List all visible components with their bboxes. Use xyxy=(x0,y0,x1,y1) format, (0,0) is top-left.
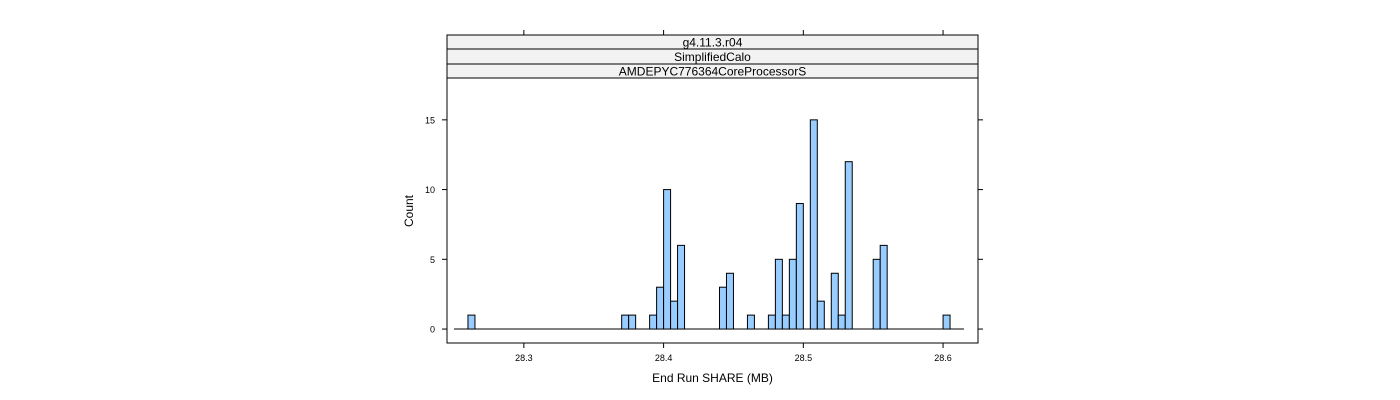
histogram-bar xyxy=(467,314,476,330)
axes-group: 28.3 28.4 28.5 28.6 0 5 10 15 xyxy=(425,30,983,363)
histogram-bar xyxy=(774,258,783,330)
histogram-bar xyxy=(809,119,818,330)
histogram-bar xyxy=(844,161,853,330)
x-tick-label: 28.5 xyxy=(795,353,813,363)
histogram-bar xyxy=(781,314,790,330)
histogram-bar xyxy=(656,286,665,330)
y-tick-label: 15 xyxy=(425,115,435,125)
y-tick-label: 5 xyxy=(430,255,435,265)
strip-label-3: AMDEPYC776364CoreProcessorS xyxy=(619,65,806,79)
histogram-bar xyxy=(767,314,776,330)
strip-label-1: g4.11.3.r04 xyxy=(683,36,743,50)
y-tick-label: 0 xyxy=(430,325,435,335)
strip-label-2: SimplifiedCalo xyxy=(674,50,751,64)
histogram-bar xyxy=(837,314,846,330)
x-tick-label: 28.4 xyxy=(655,353,673,363)
histogram-bar xyxy=(677,244,686,330)
histogram-bar xyxy=(746,314,755,330)
histogram-bar xyxy=(879,244,888,330)
histogram-bar xyxy=(816,300,825,330)
x-tick-label: 28.3 xyxy=(515,353,533,363)
y-tick-label: 10 xyxy=(425,185,435,195)
bars-group xyxy=(453,119,965,330)
histogram-bar xyxy=(872,258,881,330)
strip-group: g4.11.3.r04 SimplifiedCalo AMDEPYC776364… xyxy=(446,34,979,79)
histogram-bar xyxy=(670,300,679,330)
histogram-bar xyxy=(649,314,658,330)
histogram-bar xyxy=(718,286,727,330)
histogram-bar xyxy=(663,189,672,330)
y-axis-label: Count xyxy=(402,194,416,227)
x-axis-label: End Run SHARE (MB) xyxy=(652,371,773,385)
histogram-bar xyxy=(621,314,630,330)
plot-panel xyxy=(446,77,979,344)
histogram-bar xyxy=(830,272,839,330)
histogram-bar xyxy=(795,203,804,330)
histogram-bar xyxy=(628,314,637,330)
x-tick-label: 28.6 xyxy=(934,353,952,363)
histogram-bar xyxy=(942,314,951,330)
histogram-bar xyxy=(725,272,734,330)
histogram-bar xyxy=(788,258,797,330)
